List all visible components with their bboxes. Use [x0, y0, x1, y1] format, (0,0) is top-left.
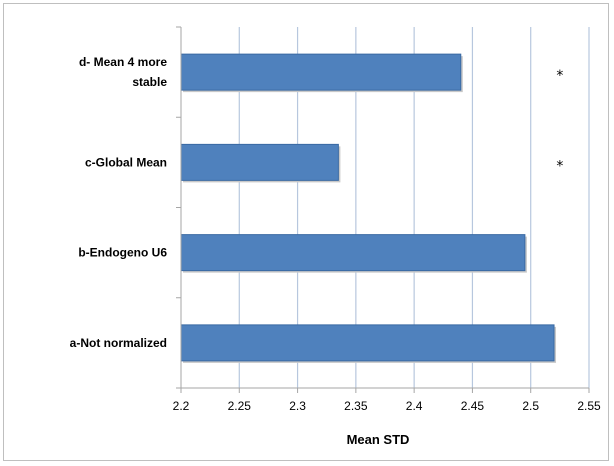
category-label: c-Global Mean	[85, 155, 167, 169]
bar	[180, 234, 526, 272]
labels: 2.2 2.25 2.3 2.35 2.4 2.45 2.5 2.55 a-Not normal…	[70, 55, 601, 413]
bar	[180, 324, 555, 362]
x-tick-label: 2.3	[289, 399, 306, 413]
x-tick-label: 2.25	[228, 399, 252, 413]
x-tick-label: 2.2	[173, 399, 190, 413]
x-tick-label: 2.55	[577, 399, 601, 413]
significance-marker: *	[556, 158, 563, 174]
x-tick-label: 2.4	[406, 399, 423, 413]
significance-marker: *	[556, 68, 563, 84]
category-label: a-Not normalized	[70, 336, 167, 350]
bar	[180, 143, 339, 181]
x-tick-label: 2.35	[344, 399, 368, 413]
category-label: b-Endogeno U6	[78, 246, 167, 260]
x-tick-label: 2.45	[461, 399, 485, 413]
category-label: d- Mean 4 more stable	[79, 55, 167, 89]
x-axis-title: Mean STD	[347, 432, 410, 447]
axes	[176, 26, 590, 393]
bar	[180, 53, 462, 91]
x-tick-label: 2.5	[522, 399, 539, 413]
bars	[180, 53, 557, 363]
